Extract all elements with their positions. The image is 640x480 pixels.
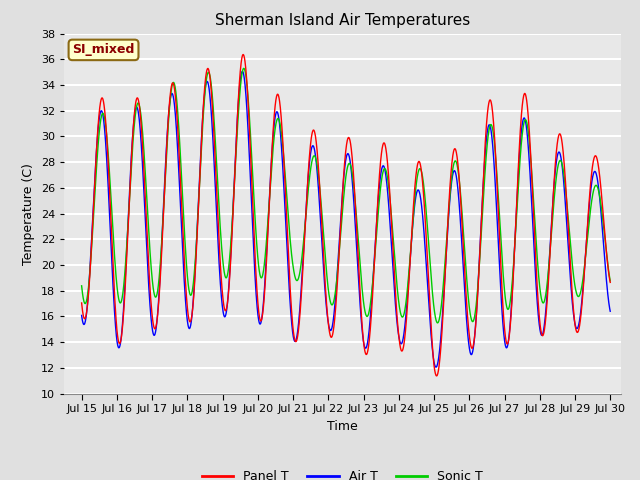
Title: Sherman Island Air Temperatures: Sherman Island Air Temperatures (215, 13, 470, 28)
X-axis label: Time: Time (327, 420, 358, 432)
Y-axis label: Temperature (C): Temperature (C) (22, 163, 35, 264)
Legend: Panel T, Air T, Sonic T: Panel T, Air T, Sonic T (196, 465, 488, 480)
Text: SI_mixed: SI_mixed (72, 43, 135, 56)
